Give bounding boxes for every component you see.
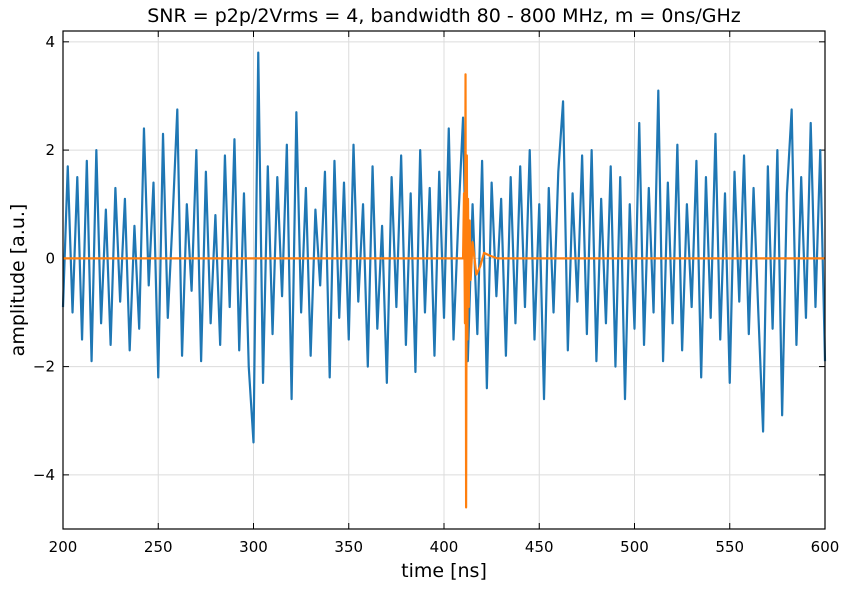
y-tick-label: −2 [33, 358, 55, 376]
x-tick-label: 200 [49, 538, 78, 556]
x-tick-label: 350 [334, 538, 363, 556]
plot-frame [62, 30, 826, 530]
x-tick-label: 300 [239, 538, 268, 556]
x-tick-label: 500 [620, 538, 649, 556]
x-axis-label: time [ns] [401, 560, 487, 582]
x-tick-label: 400 [430, 538, 459, 556]
y-axis-label: amplitude [a.u.] [7, 204, 29, 357]
y-tick-label: −4 [33, 466, 55, 484]
x-tick-label: 600 [811, 538, 840, 556]
y-tick-label: 0 [45, 249, 55, 267]
data-line [63, 73, 825, 509]
x-tick-label: 450 [525, 538, 554, 556]
data-line [61, 51, 827, 444]
x-tick-label: 550 [715, 538, 744, 556]
x-tick-label: 250 [144, 538, 173, 556]
y-tick-label: 4 [45, 33, 55, 51]
y-tick-label: 2 [45, 141, 55, 159]
chart-title: SNR = p2p/2Vrms = 4, bandwidth 80 - 800 … [147, 5, 741, 27]
